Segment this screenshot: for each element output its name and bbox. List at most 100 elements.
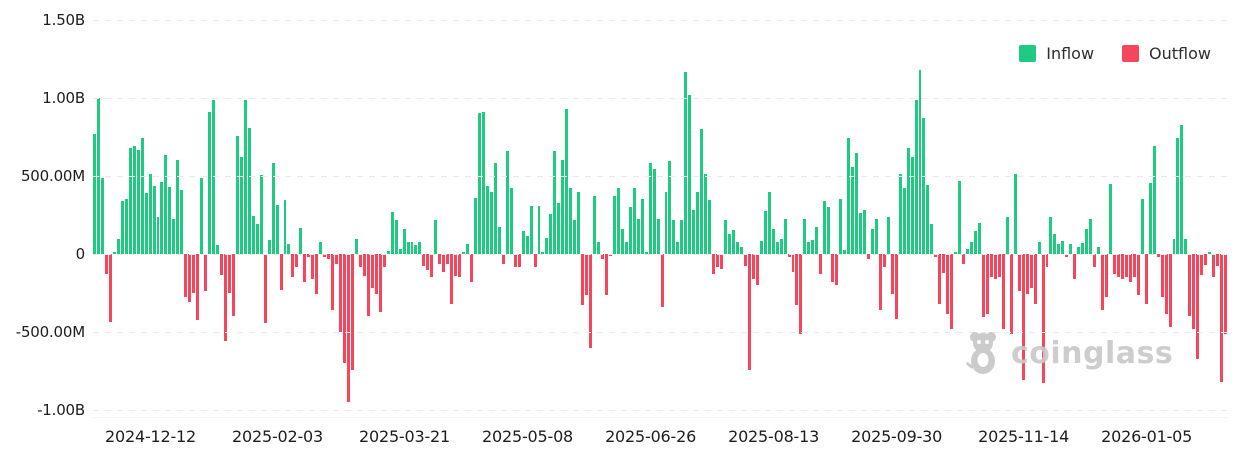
inflow-bar[interactable] (168, 186, 172, 254)
inflow-bar[interactable] (1069, 243, 1073, 254)
outflow-bar[interactable] (799, 254, 803, 334)
legend-inflow-item[interactable]: Inflow (1019, 44, 1094, 63)
outflow-bar[interactable] (358, 254, 362, 268)
inflow-bar[interactable] (926, 184, 930, 254)
outflow-bar[interactable] (1136, 254, 1140, 296)
inflow-bar[interactable] (497, 227, 501, 254)
inflow-bar[interactable] (684, 72, 688, 254)
outflow-bar[interactable] (1009, 254, 1013, 334)
outflow-bar[interactable] (422, 254, 426, 266)
inflow-bar[interactable] (410, 241, 414, 254)
inflow-bar[interactable] (477, 112, 481, 254)
inflow-bar[interactable] (815, 227, 819, 254)
inflow-bar[interactable] (1208, 251, 1212, 254)
outflow-bar[interactable] (604, 254, 608, 296)
inflow-bar[interactable] (136, 150, 140, 254)
inflow-bar[interactable] (672, 220, 676, 254)
outflow-bar[interactable] (712, 254, 716, 275)
inflow-bar[interactable] (545, 237, 549, 254)
inflow-bar[interactable] (763, 211, 767, 254)
inflow-bar[interactable] (1061, 240, 1065, 254)
inflow-bar[interactable] (827, 207, 831, 254)
outflow-bar[interactable] (1105, 254, 1108, 297)
inflow-bar[interactable] (390, 211, 394, 254)
outflow-bar[interactable] (1033, 254, 1037, 304)
inflow-bar[interactable] (402, 229, 406, 254)
outflow-bar[interactable] (1168, 254, 1172, 328)
outflow-bar[interactable] (716, 254, 720, 268)
inflow-bar[interactable] (731, 229, 735, 254)
inflow-bar[interactable] (922, 118, 926, 254)
inflow-bar[interactable] (759, 240, 763, 254)
outflow-bar[interactable] (1124, 254, 1128, 278)
outflow-bar[interactable] (378, 254, 382, 312)
inflow-bar[interactable] (870, 229, 874, 254)
inflow-bar[interactable] (283, 200, 287, 254)
outflow-bar[interactable] (347, 254, 350, 403)
outflow-bar[interactable] (1224, 254, 1228, 334)
outflow-bar[interactable] (601, 254, 604, 259)
inflow-bar[interactable] (918, 69, 922, 254)
outflow-bar[interactable] (295, 254, 299, 268)
outflow-bar[interactable] (291, 254, 295, 277)
inflow-bar[interactable] (775, 241, 779, 254)
inflow-bar[interactable] (668, 161, 672, 254)
inflow-bar[interactable] (858, 213, 862, 254)
inflow-bar[interactable] (259, 175, 263, 254)
inflow-bar[interactable] (783, 218, 787, 254)
inflow-bar[interactable] (124, 198, 128, 254)
outflow-bar[interactable] (108, 254, 112, 322)
inflow-bar[interactable] (319, 241, 323, 254)
inflow-bar[interactable] (930, 223, 934, 254)
outflow-bar[interactable] (1192, 254, 1196, 329)
inflow-bar[interactable] (632, 187, 636, 254)
inflow-bar[interactable] (597, 242, 600, 254)
outflow-bar[interactable] (1212, 254, 1216, 277)
inflow-bar[interactable] (823, 200, 827, 254)
inflow-bar[interactable] (152, 186, 156, 254)
legend-outflow-item[interactable]: Outflow (1122, 44, 1211, 63)
inflow-bar[interactable] (414, 245, 418, 254)
outflow-bar[interactable] (743, 254, 747, 266)
outflow-bar[interactable] (1116, 254, 1120, 278)
inflow-bar[interactable] (656, 218, 660, 254)
outflow-bar[interactable] (231, 254, 235, 316)
outflow-bar[interactable] (470, 254, 473, 283)
inflow-bar[interactable] (779, 239, 783, 254)
inflow-bar[interactable] (212, 100, 216, 254)
outflow-bar[interactable] (370, 254, 374, 288)
inflow-bar[interactable] (251, 215, 255, 254)
outflow-bar[interactable] (1041, 254, 1045, 384)
inflow-bar[interactable] (708, 200, 712, 254)
outflow-bar[interactable] (315, 254, 319, 294)
inflow-bar[interactable] (874, 218, 878, 254)
outflow-bar[interactable] (450, 254, 454, 304)
outflow-bar[interactable] (751, 254, 755, 279)
inflow-bar[interactable] (735, 242, 739, 254)
outflow-bar[interactable] (1160, 254, 1164, 297)
inflow-bar[interactable] (287, 243, 291, 254)
outflow-bar[interactable] (1093, 254, 1097, 268)
outflow-bar[interactable] (104, 254, 108, 274)
inflow-bar[interactable] (577, 192, 581, 254)
outflow-bar[interactable] (878, 254, 882, 311)
outflow-bar[interactable] (985, 254, 989, 315)
outflow-bar[interactable] (1073, 254, 1077, 279)
inflow-bar[interactable] (593, 196, 597, 254)
inflow-bar[interactable] (537, 205, 541, 254)
outflow-bar[interactable] (220, 254, 223, 276)
inflow-bar[interactable] (739, 246, 743, 254)
inflow-bar[interactable] (180, 190, 184, 254)
inflow-bar[interactable] (112, 251, 116, 254)
inflow-bar[interactable] (1077, 246, 1081, 254)
outflow-bar[interactable] (426, 254, 430, 271)
outflow-bar[interactable] (311, 254, 315, 279)
inflow-bar[interactable] (1172, 239, 1176, 254)
outflow-bar[interactable] (866, 254, 870, 259)
inflow-bar[interactable] (561, 160, 565, 254)
inflow-bar[interactable] (235, 136, 239, 254)
inflow-bar[interactable] (521, 230, 525, 254)
inflow-bar[interactable] (704, 174, 708, 254)
inflow-bar[interactable] (200, 178, 204, 254)
outflow-bar[interactable] (942, 254, 946, 273)
